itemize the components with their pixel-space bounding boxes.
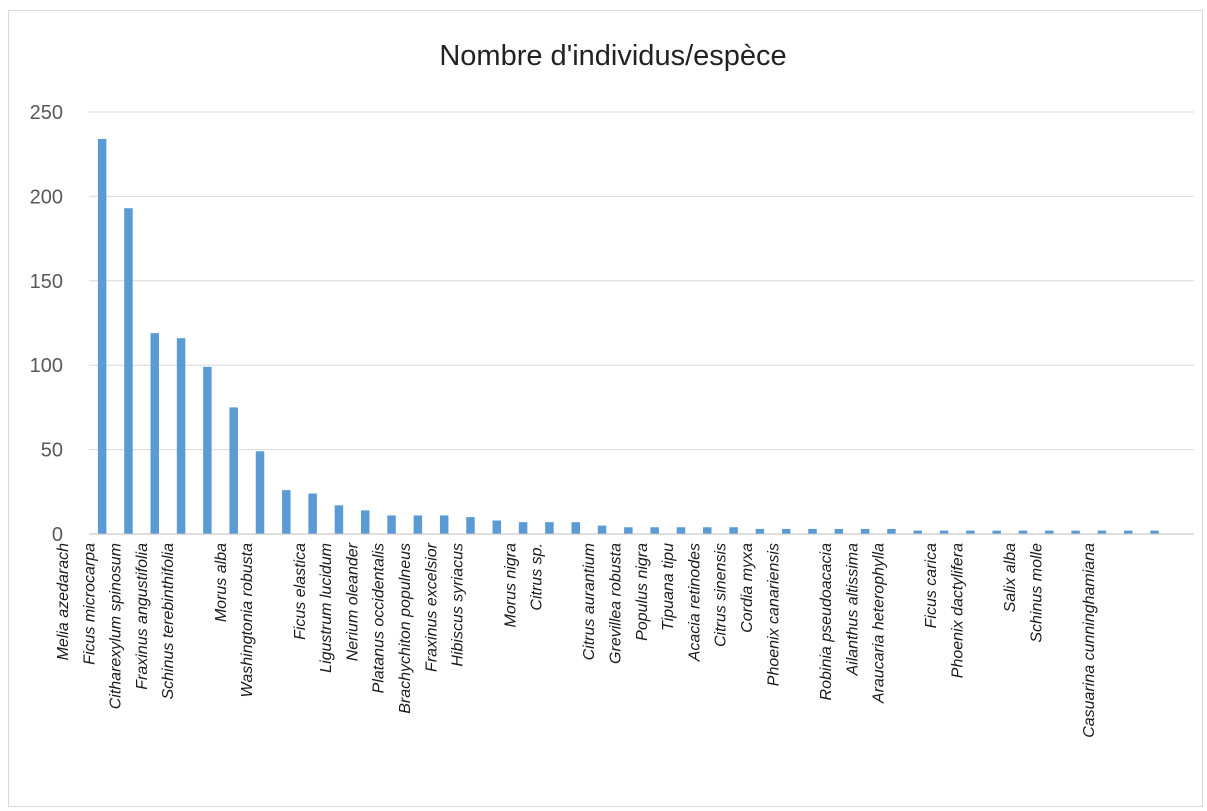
x-category-label: Fraxinus angustifolia: [134, 543, 151, 690]
bar: [124, 208, 133, 534]
bar: [1018, 530, 1028, 534]
bar: [650, 527, 659, 534]
bar: [860, 528, 870, 534]
bar: [176, 338, 186, 534]
x-category-label: Morus alba: [213, 543, 230, 622]
bar: [992, 530, 1001, 534]
bar: [703, 527, 712, 534]
x-category-label: Citrus sp.: [529, 543, 546, 611]
x-category-label: Melia azedarach: [55, 543, 72, 661]
bar-chart: Nombre d'individus/espèce 0 50 100 150 200 25…: [30, 40, 1194, 738]
x-category-label: Phoenix canariensis: [765, 543, 782, 686]
bar: [834, 528, 844, 534]
bar: [545, 522, 554, 534]
bar: [808, 528, 817, 534]
bar: [1097, 530, 1107, 534]
bar: [1123, 530, 1133, 534]
gridlines: [89, 111, 1194, 451]
bar: [413, 515, 423, 534]
x-category-label: Ailanthus altissima: [844, 543, 861, 677]
y-tick-label: 200: [30, 186, 63, 208]
x-category-label: Schinus molle: [1028, 543, 1045, 643]
y-axis-tick-labels: 0 50 100 150 200 250: [30, 102, 63, 546]
bar: [229, 407, 238, 534]
bar: [781, 528, 791, 534]
x-axis-category-labels: Melia azedarach Ficus microcarpa Citharexy…: [55, 542, 1098, 737]
x-category-label: Salix alba: [1002, 543, 1019, 612]
x-category-label: Brachychiton populneus: [397, 543, 414, 714]
x-category-label: Ligustrum lucidum: [318, 543, 335, 673]
bar: [334, 505, 344, 534]
y-tick-label: 0: [52, 524, 63, 546]
bar: [203, 366, 212, 534]
bar: [466, 517, 475, 534]
chart-title: Nombre d'individus/espèce: [439, 40, 786, 72]
bar: [361, 510, 370, 534]
x-category-label: Platanus occidentalis: [371, 543, 388, 693]
y-tick-label: 150: [30, 271, 63, 293]
x-category-label: Ficus elastica: [292, 543, 309, 640]
y-tick-label: 250: [30, 102, 63, 124]
x-category-label: Populus nigra: [634, 543, 651, 641]
x-category-label: Phoenix dactylifera: [950, 543, 967, 678]
x-category-label: Robinia pseudoacacia: [818, 543, 835, 701]
x-category-label: Citharexylum spinosum: [108, 543, 125, 709]
bar: [492, 520, 502, 534]
bar: [966, 530, 975, 534]
bars: [97, 139, 1159, 534]
bar: [624, 527, 633, 534]
chart-frame: Nombre d'individus/espèce 0 50 100 150 200 25…: [8, 10, 1203, 807]
bar: [1071, 530, 1080, 534]
x-category-label: Fraxinus excelsior: [423, 542, 440, 672]
x-category-label: Casuarina cunninghamiana: [1081, 543, 1098, 738]
bar: [439, 515, 449, 534]
bar: [913, 530, 922, 534]
bar: [755, 528, 765, 534]
x-category-label: Nerium oleander: [344, 542, 361, 661]
x-category-label: Acacia retinodes: [686, 543, 703, 662]
x-category-label: Hibiscus syriacus: [450, 543, 467, 667]
x-category-label: Citrus sinensis: [713, 543, 730, 647]
bar: [729, 527, 738, 534]
bar: [1150, 530, 1159, 534]
x-category-label: Grevillea robusta: [608, 543, 625, 664]
y-tick-label: 100: [30, 355, 63, 377]
bar: [308, 493, 317, 534]
bar: [150, 333, 160, 534]
bar: [676, 527, 686, 534]
x-category-label: Ficus microcarpa: [81, 543, 98, 665]
x-category-label: Ficus carica: [923, 543, 940, 628]
bar: [387, 515, 396, 534]
bar: [887, 528, 896, 534]
bar: [255, 451, 265, 534]
bar: [571, 522, 580, 534]
x-category-label: Washingtonia robusta: [239, 543, 256, 698]
x-category-label: Tipuana tipu: [660, 543, 677, 631]
bar: [597, 525, 607, 534]
bar: [1045, 530, 1054, 534]
bar: [939, 530, 949, 534]
x-category-label: Citrus aurantium: [581, 543, 598, 660]
x-category-label: Cordia myxa: [739, 543, 756, 633]
x-category-label: Araucaria heterophylla: [871, 543, 888, 704]
bar: [282, 490, 291, 534]
bar: [518, 522, 528, 534]
bar: [97, 139, 107, 534]
x-category-label: Schinus terebinthifolia: [160, 543, 177, 700]
y-tick-label: 50: [41, 440, 63, 462]
x-category-label: Morus nigra: [502, 543, 519, 628]
